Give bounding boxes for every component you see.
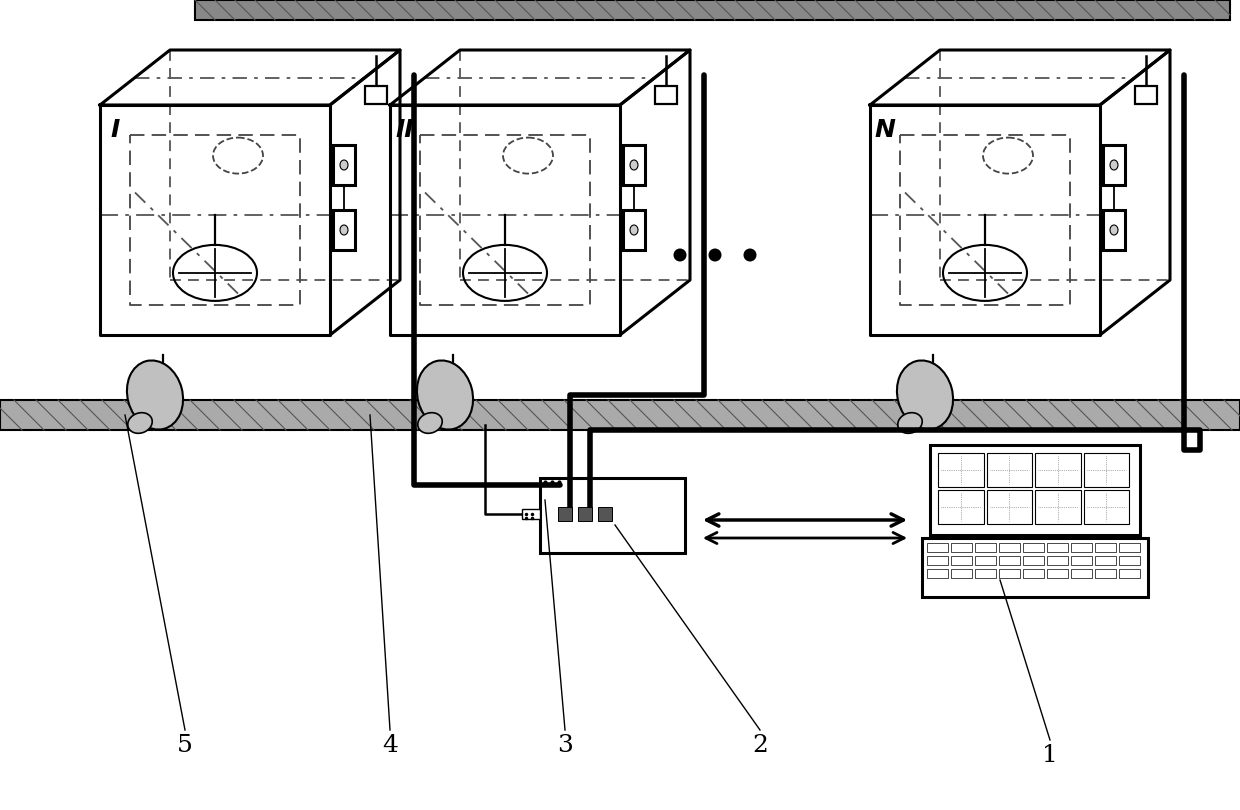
Bar [334, 145, 355, 185]
Bar [999, 556, 1021, 565]
Text: 1: 1 [1042, 744, 1058, 766]
Bar [923, 538, 1148, 597]
Bar [930, 445, 1140, 535]
Bar [539, 478, 684, 553]
Bar [0, 400, 1240, 430]
Bar [987, 453, 1032, 487]
Ellipse shape [897, 360, 954, 429]
Text: 3: 3 [557, 734, 573, 757]
Text: II: II [396, 118, 414, 142]
Bar [1118, 543, 1140, 552]
Bar [999, 543, 1021, 552]
Bar [999, 569, 1021, 578]
Ellipse shape [1110, 225, 1118, 235]
Bar [598, 507, 613, 521]
Bar [1023, 543, 1044, 552]
Text: N: N [874, 118, 895, 142]
Bar [928, 556, 949, 565]
Bar [1118, 569, 1140, 578]
Ellipse shape [1110, 160, 1118, 170]
Bar [622, 145, 645, 185]
Bar [1023, 569, 1044, 578]
Bar [975, 569, 996, 578]
Bar [1035, 453, 1080, 487]
Ellipse shape [128, 412, 153, 433]
Bar [1095, 543, 1116, 552]
Bar [937, 453, 983, 487]
Bar [951, 569, 972, 578]
Bar [1035, 490, 1080, 524]
Ellipse shape [340, 225, 348, 235]
Bar [1047, 556, 1068, 565]
Bar [1047, 569, 1068, 578]
Ellipse shape [673, 249, 687, 262]
Ellipse shape [744, 249, 756, 262]
Ellipse shape [340, 160, 348, 170]
Bar [1135, 86, 1157, 104]
Bar [1095, 569, 1116, 578]
Bar [975, 556, 996, 565]
Bar [558, 507, 572, 521]
Bar [522, 509, 539, 519]
Bar [1047, 543, 1068, 552]
Bar [365, 86, 387, 104]
Bar [1084, 453, 1128, 487]
Bar [195, 0, 1230, 20]
Bar [937, 490, 983, 524]
Bar [928, 543, 949, 552]
Bar [578, 507, 591, 521]
Bar [1071, 543, 1092, 552]
Bar [1071, 556, 1092, 565]
Bar [1095, 556, 1116, 565]
Ellipse shape [630, 160, 639, 170]
Bar [1084, 490, 1128, 524]
Bar [622, 210, 645, 250]
Bar [951, 543, 972, 552]
Bar [1118, 556, 1140, 565]
Text: 2: 2 [753, 734, 768, 757]
Bar [987, 490, 1032, 524]
Text: 5: 5 [177, 734, 193, 757]
Ellipse shape [708, 249, 722, 262]
Bar [1104, 145, 1125, 185]
Text: 4: 4 [382, 734, 398, 757]
Ellipse shape [417, 360, 474, 429]
Bar [1023, 556, 1044, 565]
Bar [928, 569, 949, 578]
Bar [1104, 210, 1125, 250]
Bar [334, 210, 355, 250]
Bar [1071, 569, 1092, 578]
Ellipse shape [126, 360, 184, 429]
Bar [951, 556, 972, 565]
Bar [975, 543, 996, 552]
Bar [655, 86, 677, 104]
Text: I: I [110, 118, 119, 142]
Ellipse shape [898, 412, 923, 433]
Ellipse shape [630, 225, 639, 235]
Ellipse shape [418, 412, 443, 433]
